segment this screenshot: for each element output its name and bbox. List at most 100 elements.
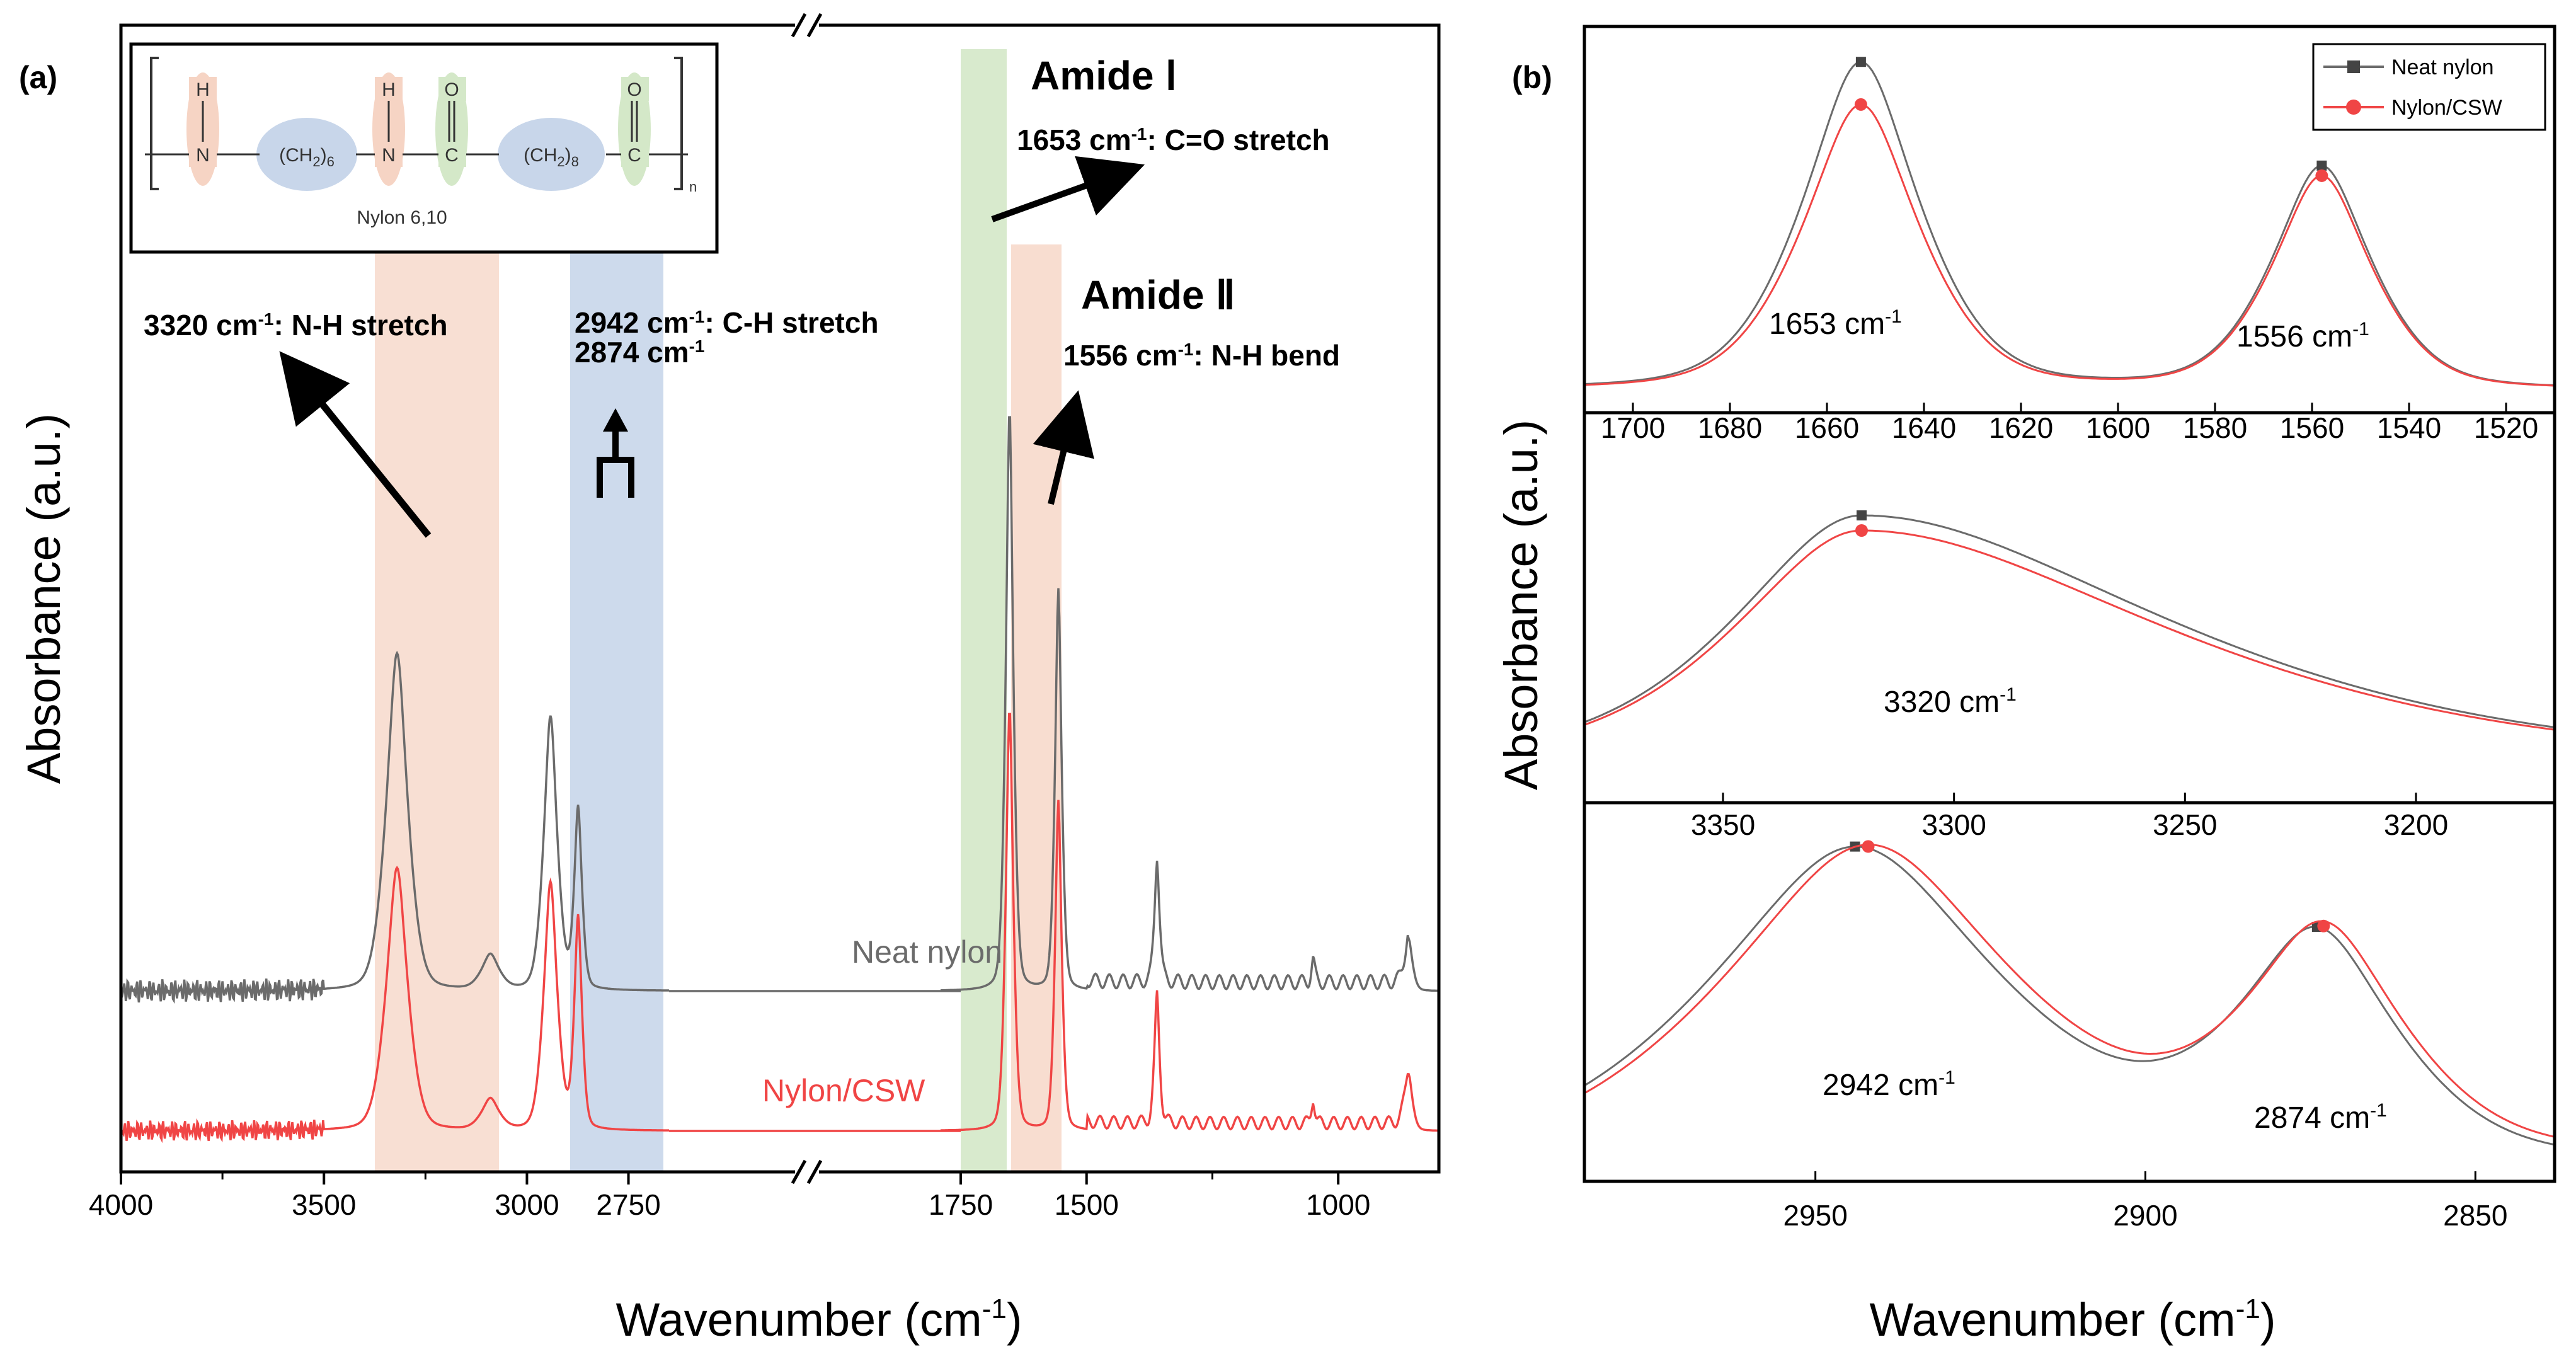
- spectrum-b1-neat: [1584, 514, 2555, 728]
- legend-marker-csw: [2346, 100, 2361, 115]
- annotation-amide-2-title: Amide Ⅱ: [1081, 272, 1235, 318]
- legend-frame: [2312, 43, 2546, 131]
- atom-h: H: [382, 79, 396, 100]
- spectrum-b2-csw: [1584, 844, 2555, 1138]
- xtick-b-label: 1660: [1795, 411, 1859, 444]
- spectrum-b0-neat: [1584, 61, 2555, 387]
- series-label-neat: Neat nylon: [852, 934, 1002, 970]
- annotation-nh-stretch: 3320 cm-1: N-H stretch: [144, 309, 448, 341]
- xtick-b-label: 3300: [1921, 808, 1986, 841]
- xtick-a-label: 1000: [1306, 1188, 1370, 1221]
- panel-b-xticks: 1700 1680 1660 1640 1620 1600 1580 1560 1540 1520…: [1601, 403, 2538, 1232]
- annotation-amide-1: 1653 cm-1: C=O stretch: [1017, 123, 1330, 156]
- panel-a: (a) 4000 3500 3000 2750 1750 1500 1000 Absorba…: [18, 13, 1441, 1346]
- atom-h: H: [196, 79, 210, 100]
- xtick-b-label: 1540: [2377, 411, 2441, 444]
- spectrum-a-neat-low: [941, 416, 1440, 992]
- xtick-b-label: 1600: [2086, 411, 2150, 444]
- structure-caption: Nylon 6,10: [357, 207, 447, 228]
- xtick-b-label: 1560: [2280, 411, 2344, 444]
- panel-b-letter: (b): [1512, 60, 1552, 95]
- xtick-b-label: 1700: [1601, 411, 1665, 444]
- peak-marker-csw: [2317, 919, 2330, 932]
- arrow-amide-2: [1033, 390, 1094, 505]
- xtick-b-label: 1620: [1989, 411, 2053, 444]
- series-label-csw: Nylon/CSW: [762, 1073, 925, 1108]
- atom-o: O: [444, 79, 459, 100]
- xtick-a-label: 3000: [495, 1188, 559, 1221]
- band-ch-stretch: [570, 244, 663, 1172]
- spectrum-a-neat-high: [120, 650, 670, 1004]
- xtick-b-label: 1680: [1698, 411, 1762, 444]
- panel-b-xlabel: Wavenumber (cm-1): [1870, 1294, 2276, 1346]
- peak-marker-csw: [2315, 169, 2328, 182]
- repeat-bracket-right: [674, 57, 683, 190]
- arrow-nh-stretch: [279, 351, 432, 538]
- ch2-highlight: [256, 118, 357, 191]
- ch2-6-group: (CH2)6: [279, 145, 335, 169]
- panel-b: (b) 1700 1680 1660 1640 1620 1600 1580 1560 1540…: [1495, 25, 2556, 1346]
- panel-a-frame: [119, 23, 1441, 1174]
- panel-b-bottom-frame: [1583, 801, 2556, 1183]
- peak-marker-csw: [1855, 524, 1868, 537]
- legend-label-csw: Nylon/CSW: [2391, 96, 2502, 120]
- annotation-amide-2: 1556 cm-1: N-H bend: [1063, 339, 1340, 372]
- spectrum-a-csw-low: [940, 713, 1439, 1132]
- spectrum-b2-neat: [1584, 846, 2555, 1146]
- peak-label-2942: 2942 cm-1: [1823, 1067, 1955, 1102]
- band-amide-1: [961, 49, 1007, 1172]
- arrow-amide-1: [991, 156, 1145, 222]
- spectrum-b1-csw: [1584, 529, 2555, 731]
- spectrum-a-csw-high: [120, 865, 669, 1144]
- annotation-ch2-stretch: 2874 cm-1: [575, 336, 705, 369]
- repeat-n: n: [689, 179, 697, 195]
- xtick-a-label: 1750: [929, 1188, 993, 1221]
- xtick-b-label: 2950: [1783, 1199, 1847, 1232]
- annotation-amide-1-title: Amide Ⅰ: [1031, 53, 1177, 98]
- axis-break-mark: [791, 1159, 807, 1185]
- nylon-structure-inset: H N H N O C O C (CH2)6 (CH2)8 n Nylon 6,…: [129, 42, 719, 254]
- panel-a-letter: (a): [19, 60, 57, 95]
- xtick-b-label: 1580: [2183, 411, 2247, 444]
- xtick-a-label: 2750: [596, 1188, 660, 1221]
- peak-label-3320: 3320 cm-1: [1884, 684, 2017, 719]
- panel-b-mid-frame: [1583, 411, 2556, 805]
- repeat-bracket-left: [150, 57, 159, 190]
- xtick-b-label: 1640: [1892, 411, 1956, 444]
- axis-break-mark: [806, 13, 823, 38]
- panel-a-ylabel: Absorbance (a.u.): [18, 413, 70, 784]
- xtick-a-label: 1500: [1055, 1188, 1119, 1221]
- peak-marker-neat: [1857, 510, 1867, 520]
- peak-label-1653: 1653 cm-1: [1769, 306, 1902, 341]
- xtick-b-label: 1520: [2474, 411, 2538, 444]
- peak-marker-neat: [1855, 57, 1866, 67]
- legend-label-neat: Neat nylon: [2391, 55, 2494, 79]
- xtick-b-label: 2850: [2443, 1199, 2507, 1232]
- band-amide-2: [1011, 244, 1062, 1172]
- ch2-highlight: [498, 118, 605, 191]
- peak-marker-csw: [1854, 98, 1867, 111]
- axis-break-mark: [791, 13, 807, 38]
- panel-b-ylabel: Absorbance (a.u.): [1495, 420, 1547, 790]
- spectrum-b0-csw: [1584, 103, 2555, 387]
- legend: Neat nylon Nylon/CSW: [2312, 43, 2546, 131]
- annotation-ch-stretch: 2942 cm-1: C-H stretch: [575, 306, 879, 339]
- atom-o: O: [627, 79, 641, 100]
- peak-marker-neat: [2316, 160, 2327, 171]
- atom-c: C: [627, 145, 641, 166]
- atom-n: N: [196, 145, 210, 166]
- xtick-b-label: 3250: [2153, 808, 2217, 841]
- xtick-b-label: 2900: [2113, 1199, 2177, 1232]
- peak-marker-csw: [1862, 840, 1875, 853]
- legend-marker-neat: [2347, 60, 2360, 73]
- ch2-8-group: (CH2)8: [524, 145, 579, 169]
- xtick-b-label: 3200: [2384, 808, 2448, 841]
- panel-a-xlabel: Wavenumber (cm-1): [616, 1294, 1022, 1346]
- axis-break-mark: [806, 1159, 823, 1185]
- xtick-a-label: 3500: [292, 1188, 356, 1221]
- band-nh-stretch: [375, 244, 499, 1172]
- xtick-a-label: 4000: [89, 1188, 153, 1221]
- panel-a-spectra: [120, 416, 1440, 1144]
- atom-n: N: [382, 145, 396, 166]
